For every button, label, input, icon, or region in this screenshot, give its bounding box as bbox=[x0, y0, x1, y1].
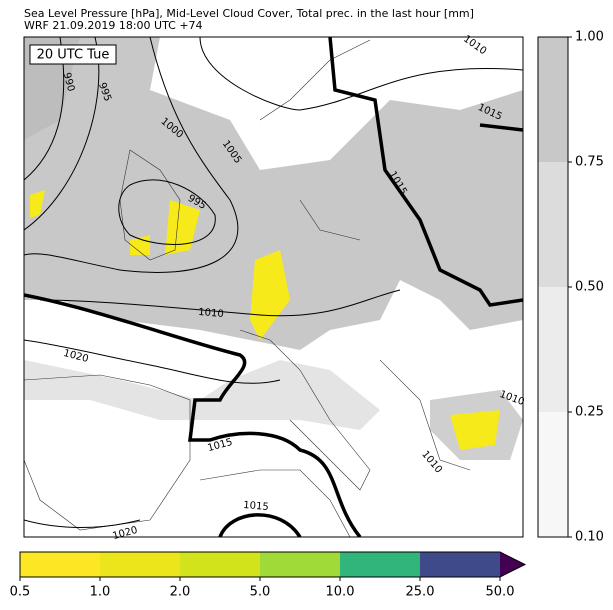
colorbar-tick-label: 10.0 bbox=[326, 585, 355, 600]
isobar-1015 bbox=[24, 37, 523, 537]
colorbar-segment bbox=[538, 287, 568, 412]
map: 20 UTC Tue 990 99510001005995101010201015… bbox=[23, 34, 526, 542]
colorbar-segment bbox=[538, 162, 568, 287]
colorbar-tick-label: 2.0 bbox=[170, 585, 191, 600]
subtitle: WRF 21.09.2019 18:00 UTC +74 bbox=[24, 19, 203, 32]
colorbar-tick-label: 25.0 bbox=[406, 585, 435, 600]
colorbar-tick-label: 0.75 bbox=[575, 155, 604, 170]
colorbar-tick-label: 0.50 bbox=[575, 280, 604, 295]
title: Sea Level Pressure [hPa], Mid-Level Clou… bbox=[24, 7, 474, 20]
colorbar-segment bbox=[420, 552, 500, 577]
cloud-cover bbox=[24, 37, 523, 460]
time-label-box bbox=[29, 44, 117, 65]
isobars bbox=[24, 37, 523, 528]
colorbar-tick-label: 50.0 bbox=[486, 585, 515, 600]
contour-label: 1010 bbox=[198, 307, 224, 320]
colorbar-tick-label: 0.25 bbox=[575, 405, 604, 420]
colorbar-segment bbox=[260, 552, 340, 577]
cloud-colorbar: 0.10 0.25 0.50 0.75 1.00 bbox=[537, 30, 604, 545]
map-frame bbox=[23, 36, 524, 538]
colorbar-tick-label: 1.0 bbox=[90, 585, 111, 600]
colorbar-extend bbox=[500, 552, 525, 577]
colorbar-frame bbox=[19, 551, 527, 578]
precip-colorbar: 0.5 1.0 2.0 5.0 10.0 25.0 50.0 bbox=[10, 551, 527, 600]
colorbar-segment bbox=[180, 552, 260, 577]
contour-label: 990 bbox=[61, 71, 77, 92]
precipitation bbox=[30, 190, 500, 450]
time-label: 20 UTC Tue bbox=[37, 48, 110, 63]
colorbar-segment bbox=[538, 37, 568, 162]
colorbar-tick-label: 1.00 bbox=[575, 30, 604, 45]
colorbar-segment bbox=[340, 552, 420, 577]
contour-label: 1015 bbox=[243, 500, 269, 513]
colorbar-tick-label: 0.10 bbox=[575, 530, 604, 545]
colorbar-tick-label: 0.5 bbox=[10, 585, 31, 600]
coastlines bbox=[24, 39, 471, 537]
colorbar-segment bbox=[100, 552, 180, 577]
colorbar-segment bbox=[538, 412, 568, 537]
colorbar-tick-label: 5.0 bbox=[250, 585, 271, 600]
colorbar-segment bbox=[20, 552, 100, 577]
